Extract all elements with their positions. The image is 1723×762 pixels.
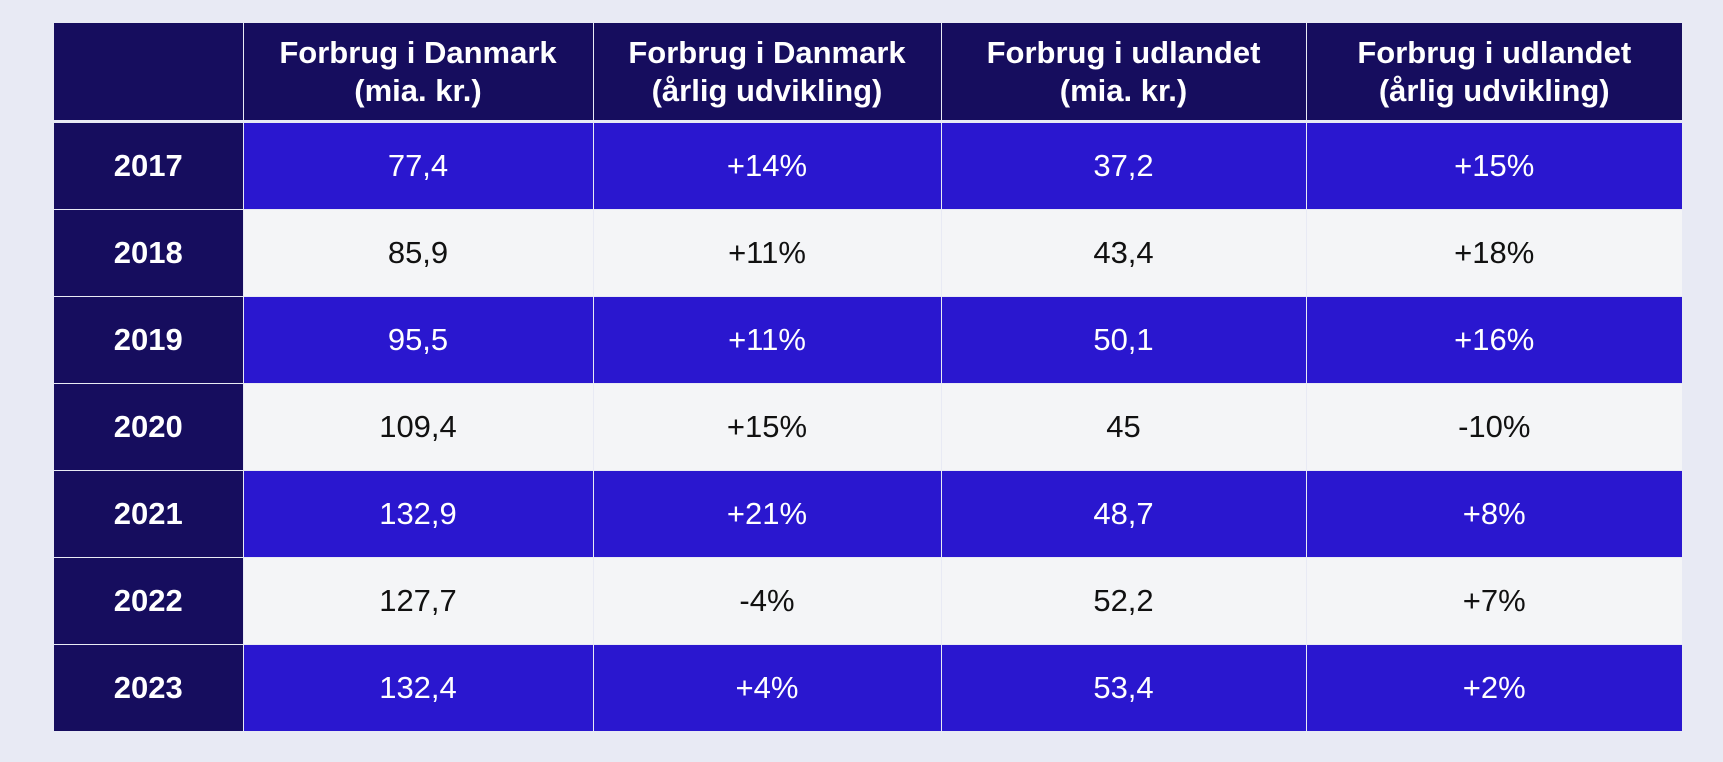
header-line: (årlig udvikling)	[1378, 72, 1610, 108]
abroad-growth-cell: +15%	[1305, 121, 1682, 210]
header-line: Forbrug i udlandet	[986, 34, 1261, 70]
data-table: Forbrug i Danmark (mia. kr.) Forbrug i D…	[54, 23, 1682, 731]
denmark-growth-cell: +21%	[592, 470, 941, 558]
abroad-amount-cell: 52,2	[940, 557, 1306, 645]
denmark-growth-cell: -4%	[592, 557, 941, 645]
header-consumption-abroad-growth: Forbrug i udlandet (årlig udvikling)	[1305, 23, 1682, 123]
abroad-growth-cell: +7%	[1305, 557, 1682, 645]
abroad-growth-cell: +2%	[1305, 644, 1682, 731]
table-row: 2018 85,9 +11% 43,4 +18%	[54, 209, 1682, 297]
abroad-amount-cell: 43,4	[940, 209, 1306, 297]
year-cell: 2018	[54, 209, 243, 297]
table-row: 2020 109,4 +15% 45 -10%	[54, 383, 1682, 471]
denmark-amount-cell: 132,4	[242, 644, 593, 731]
header-line: (mia. kr.)	[1059, 72, 1188, 108]
abroad-amount-cell: 45	[940, 383, 1306, 471]
year-cell: 2020	[54, 383, 243, 471]
year-cell: 2019	[54, 296, 243, 384]
abroad-amount-cell: 48,7	[940, 470, 1306, 558]
denmark-amount-cell: 77,4	[242, 121, 593, 210]
abroad-growth-cell: +8%	[1305, 470, 1682, 558]
table-row: 2019 95,5 +11% 50,1 +16%	[54, 296, 1682, 384]
abroad-growth-cell: -10%	[1305, 383, 1682, 471]
header-line: (årlig udvikling)	[651, 72, 883, 108]
denmark-growth-cell: +11%	[592, 209, 941, 297]
header-line: Forbrug i Danmark	[279, 34, 557, 70]
denmark-amount-cell: 132,9	[242, 470, 593, 558]
year-cell: 2022	[54, 557, 243, 645]
table-row: 2022 127,7 -4% 52,2 +7%	[54, 557, 1682, 645]
table-row: 2021 132,9 +21% 48,7 +8%	[54, 470, 1682, 558]
table-row: 2017 77,4 +14% 37,2 +15%	[54, 121, 1682, 210]
header-consumption-abroad-amount: Forbrug i udlandet (mia. kr.)	[940, 23, 1306, 123]
abroad-amount-cell: 37,2	[940, 121, 1306, 210]
year-cell: 2021	[54, 470, 243, 558]
table-row: 2023 132,4 +4% 53,4 +2%	[54, 644, 1682, 731]
denmark-growth-cell: +11%	[592, 296, 941, 384]
header-line: Forbrug i udlandet	[1357, 34, 1632, 70]
header-row: Forbrug i Danmark (mia. kr.) Forbrug i D…	[54, 23, 1682, 123]
denmark-amount-cell: 109,4	[242, 383, 593, 471]
year-cell: 2017	[54, 121, 243, 210]
year-cell: 2023	[54, 644, 243, 731]
denmark-amount-cell: 85,9	[242, 209, 593, 297]
denmark-growth-cell: +15%	[592, 383, 941, 471]
denmark-amount-cell: 95,5	[242, 296, 593, 384]
table-body: 2017 77,4 +14% 37,2 +15% 2018 85,9 +11% 43,4 +18%…	[54, 121, 1682, 731]
abroad-amount-cell: 53,4	[940, 644, 1306, 731]
abroad-growth-cell: +16%	[1305, 296, 1682, 384]
header-consumption-denmark-growth: Forbrug i Danmark (årlig udvikling)	[592, 23, 941, 123]
header-line: (mia. kr.)	[354, 72, 482, 108]
denmark-growth-cell: +14%	[592, 121, 941, 210]
denmark-growth-cell: +4%	[592, 644, 941, 731]
header-line: Forbrug i Danmark	[628, 34, 906, 70]
abroad-growth-cell: +18%	[1305, 209, 1682, 297]
corner-header-cell	[54, 23, 243, 123]
denmark-amount-cell: 127,7	[242, 557, 593, 645]
abroad-amount-cell: 50,1	[940, 296, 1306, 384]
header-consumption-denmark-amount: Forbrug i Danmark (mia. kr.)	[242, 23, 593, 123]
